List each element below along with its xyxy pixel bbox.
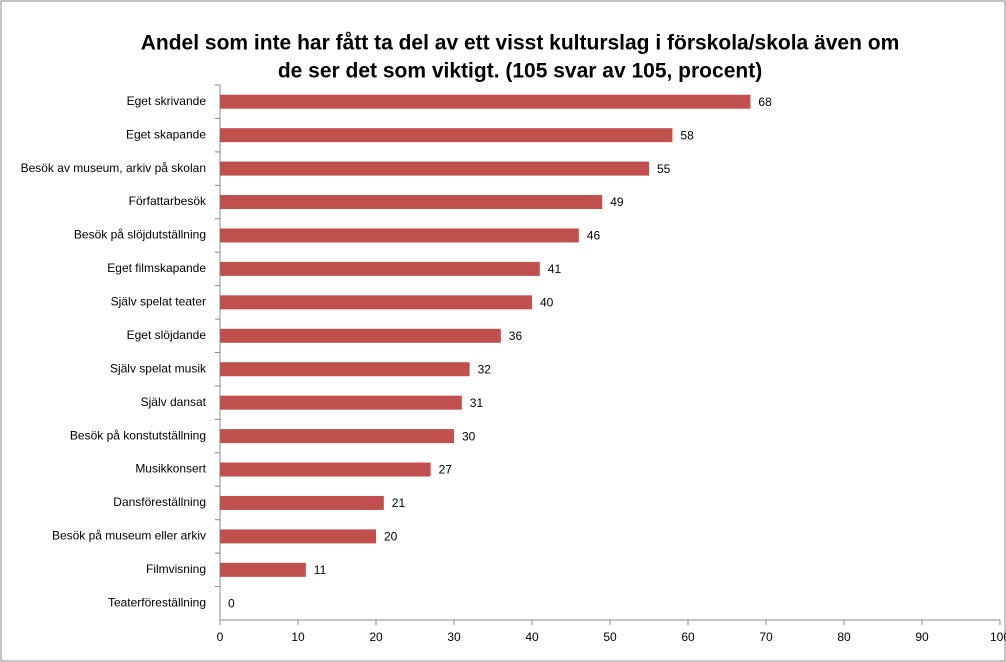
x-tick-label: 40 [525,630,539,644]
data-label: 0 [228,596,235,610]
x-tick-label: 70 [759,630,773,644]
data-label: 49 [610,195,624,209]
x-tick-label: 10 [291,630,305,644]
bar [220,195,603,210]
x-tick-label: 50 [603,630,617,644]
bar [220,295,532,310]
bar [220,362,470,377]
y-tick-label: Besök av museum, arkiv på skolan [21,161,206,175]
x-tick-label: 100 [990,630,1006,644]
data-label: 40 [540,296,554,310]
bar [220,261,540,276]
y-tick-label: Dansföreställning [113,495,206,509]
data-label: 31 [470,396,484,410]
bar [220,395,462,410]
data-label: 41 [548,262,562,276]
y-tick-label: Musikkonsert [135,462,206,476]
y-tick-label: Teaterföreställning [108,595,206,609]
y-tick-label: Eget slöjdande [127,328,207,342]
bar [220,94,751,109]
chart-title: Andel som inte har fått ta del av ett vi… [141,32,900,55]
y-tick-label: Själv spelat musik [110,361,207,375]
data-label: 36 [509,329,523,343]
x-tick-label: 0 [217,630,224,644]
y-tick-label: Eget skrivande [127,94,207,108]
data-label: 11 [314,563,327,577]
bar [220,429,454,444]
y-tick-label: Besök på slöjdutställning [74,228,206,242]
bar [220,128,673,143]
bar [220,495,384,510]
data-label: 20 [384,530,398,544]
bar [220,228,579,243]
x-tick-label: 60 [681,630,695,644]
bar [220,161,649,176]
x-tick-label: 90 [915,630,929,644]
data-label: 58 [680,128,694,142]
bar [220,529,376,544]
chart-title: de ser det som viktigt. (105 svar av 105… [278,60,762,83]
y-tick-label: Besök på konstutställning [70,428,206,442]
data-label: 68 [758,95,772,109]
x-tick-label: 20 [369,630,383,644]
y-tick-label: Besök på museum eller arkiv [52,529,206,543]
data-label: 32 [478,362,492,376]
data-label: 55 [657,162,671,176]
data-label: 27 [439,463,453,477]
y-tick-label: Själv dansat [141,395,207,409]
x-tick-label: 30 [447,630,461,644]
data-label: 46 [587,229,601,243]
data-label: 30 [462,429,476,443]
y-tick-label: Själv spelat teater [111,295,206,309]
data-label: 21 [392,496,406,510]
bar [220,462,431,477]
y-tick-label: Författarbesök [129,194,207,208]
bar [220,562,306,577]
x-tick-label: 80 [837,630,851,644]
bar [220,328,501,343]
y-tick-label: Eget skapande [126,127,206,141]
y-tick-label: Eget filmskapande [107,261,206,275]
y-tick-label: Filmvisning [146,562,206,576]
